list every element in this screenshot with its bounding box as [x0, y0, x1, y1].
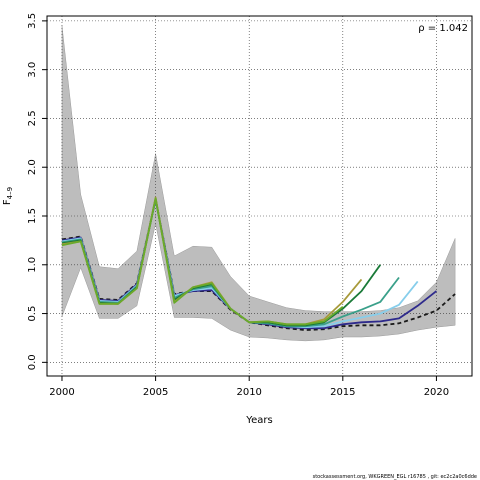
rho-annotation: ρ = 1.042 — [418, 23, 468, 34]
confidence-band-layer — [61, 25, 456, 342]
y-tick-label: 0.0 — [27, 354, 38, 370]
plot-frame — [46, 15, 473, 377]
x-tick-label: 2000 — [49, 387, 74, 398]
series-layer — [61, 196, 456, 332]
x-tick-label: 2005 — [143, 387, 168, 398]
y-tick-label: 3.0 — [27, 62, 38, 78]
y-tick-label: 1.0 — [27, 257, 38, 273]
y-axis: 0.0 0.5 1.0 1.5 2.0 2.5 3.0 3.5 — [27, 13, 47, 370]
x-tick-label: 2020 — [424, 387, 449, 398]
y-tick-label: 2.5 — [27, 110, 38, 126]
x-tick-label: 2015 — [330, 387, 355, 398]
x-tick-label: 2010 — [236, 387, 261, 398]
footer-credit: stockassessment.org, WKGREEN_EGL r16785 … — [313, 474, 477, 480]
y-tick-label: 0.5 — [27, 306, 38, 322]
y-axis-title-main: F — [2, 199, 13, 205]
y-axis-title: F4–9 — [2, 187, 14, 205]
confidence-band — [61, 25, 456, 342]
x-axis-title: Years — [245, 415, 272, 426]
x-axis: 2000 2005 2010 2015 2020 — [49, 376, 449, 398]
y-tick-label: 3.5 — [27, 13, 38, 29]
y-tick-label: 1.5 — [27, 208, 38, 224]
series-line-6 — [61, 197, 344, 326]
grid-layer — [47, 16, 472, 376]
y-axis-title-sub: 4–9 — [6, 187, 14, 199]
y-tick-label: 2.0 — [27, 159, 38, 175]
